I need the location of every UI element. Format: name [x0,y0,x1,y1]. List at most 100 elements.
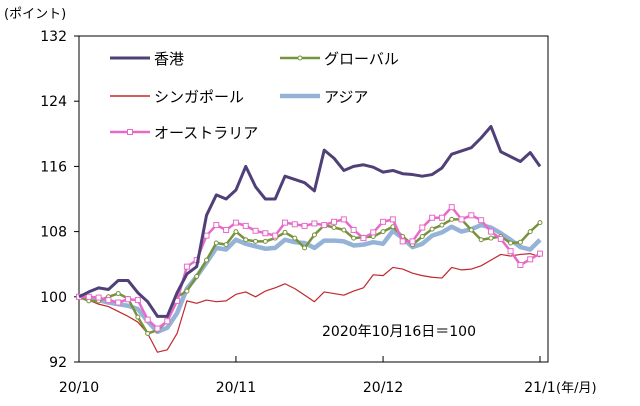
data-point [194,273,200,279]
data-point [301,222,308,229]
legend-item: オーストラリア [110,124,258,142]
data-point [409,238,416,245]
series-line [78,124,542,318]
data-point [145,330,151,336]
data-point [105,297,112,304]
data-point [458,216,465,223]
data-point [497,235,504,242]
data-point [439,222,445,228]
legend-item: アジア [280,88,368,106]
data-point [262,238,268,244]
data-point [517,262,524,269]
data-point [537,220,543,226]
data-point [164,318,171,325]
data-point [360,235,367,242]
data-point [537,250,543,257]
data-point [350,226,357,233]
data-point [213,240,219,246]
data-point [429,214,436,221]
y-tick-label: 132 [40,29,67,45]
y-tick-label: 116 [40,159,67,175]
data-point [115,299,122,306]
annotation-base-date: 2020年10月16日＝100 [322,324,476,340]
data-point [429,226,435,232]
data-point [478,237,484,243]
legend-label: グローバル [324,50,399,68]
data-point [449,216,455,222]
data-point [272,232,279,239]
data-point [468,212,475,219]
series-line [79,205,541,330]
data-point [134,297,141,304]
y-tick-label: 100 [40,290,67,306]
y-tick-label: 124 [40,94,67,110]
data-point [135,314,141,320]
data-point [281,219,288,226]
data-point [291,221,298,228]
data-point [478,217,485,224]
x-tick-label: 20/10 [59,380,99,396]
data-point [321,222,328,229]
data-point [389,216,396,223]
data-point [184,288,190,294]
data-point [262,230,269,237]
data-point [252,227,259,234]
y-tick-label: 108 [40,225,67,241]
data-point [351,235,357,241]
data-point [340,216,347,223]
x-tick-label: 20/11 [216,380,256,396]
y-axis-label: (ポイント) [4,7,66,22]
data-point [223,242,229,248]
data-point [507,248,514,255]
data-point [331,218,338,225]
data-point [302,245,308,251]
data-point [370,229,377,236]
series-2 [78,253,541,353]
legend-item: グローバル [280,50,399,68]
data-point [399,238,406,245]
legend-marker [297,55,303,61]
data-point [85,293,92,300]
data-point [292,235,298,241]
data-point [311,232,317,238]
series-4 [76,204,543,332]
data-point [517,239,523,245]
data-point [95,294,102,301]
x-tick-label: 20/12 [363,380,403,396]
series-line [78,253,541,353]
data-point [419,233,425,239]
data-point [331,225,337,231]
legend-marker [127,129,133,135]
data-point [311,220,318,227]
data-point [468,227,474,233]
data-point [380,218,387,225]
data-point [242,222,249,229]
data-point [341,227,347,233]
data-point [527,256,534,263]
data-point [243,237,249,243]
y-tick-label: 92 [49,355,67,371]
data-point [203,232,210,239]
data-point [232,219,239,226]
data-point [204,257,210,263]
legend-label: 香港 [154,50,184,68]
legend-label: オーストラリア [154,124,258,142]
series-line [78,218,541,335]
data-point [448,204,455,211]
legend-label: シンガポール [154,88,244,106]
data-point [115,291,121,297]
plot-area [78,35,549,363]
x-axis-unit: (年/月) [556,381,597,396]
data-point [419,224,426,231]
data-point [223,226,230,233]
data-point [213,222,220,229]
legend-item: 香港 [110,50,184,68]
data-point [253,238,259,244]
series-0 [78,124,542,318]
data-point [488,235,494,241]
x-tick-label: 21/1 [524,380,555,396]
data-point [144,316,151,323]
data-point [282,229,288,235]
data-point [233,229,239,235]
